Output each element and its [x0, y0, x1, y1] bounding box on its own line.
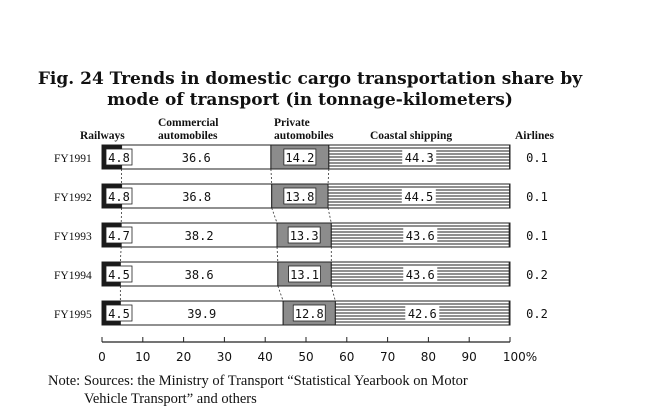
value-label-coastal: 43.6	[406, 268, 435, 282]
value-label-private: 13.1	[290, 268, 319, 282]
value-label-commercial: 38.2	[185, 229, 214, 243]
value-label-airlines: 0.2	[526, 268, 548, 282]
bar-row-fy1991: FY1991 4.8 36.6 14.2 44.3 0.1	[54, 144, 548, 170]
bar-row-fy1994: FY1994 4.5 38.6 13.1 43.6 0.2	[54, 261, 548, 287]
label-box-railways	[105, 148, 133, 166]
bar-row-fy1992: FY1992 4.8 36.8 13.8 44.5 0.1	[54, 183, 548, 209]
value-label-private: 13.3	[290, 229, 319, 243]
value-label-railways: 4.8	[108, 151, 130, 165]
label-box-railways	[105, 187, 133, 205]
value-label-coastal: 44.5	[404, 190, 433, 204]
bar-commercial	[119, 300, 284, 326]
source-note-line1: Note: Sources: the Ministry of Transport…	[48, 373, 468, 389]
x-tick-label: 10	[135, 350, 150, 364]
x-tick-label: 40	[258, 350, 273, 364]
value-label-airlines: 0.1	[526, 151, 548, 165]
value-label-airlines: 0.1	[526, 190, 548, 204]
connector-line	[327, 207, 332, 224]
connector-line	[270, 168, 273, 185]
value-label-airlines: 0.1	[526, 229, 548, 243]
label-box-private	[283, 148, 317, 166]
category-label: FY1992	[54, 192, 92, 204]
value-label-private: 12.8	[295, 307, 324, 321]
x-tick-label: 100%	[503, 350, 537, 364]
chart-title: Fig. 24 Trends in domestic cargo transpo…	[30, 69, 590, 111]
bar-row-fy1995: FY1995 4.5 39.9 12.8 42.6 0.2	[54, 300, 548, 326]
connector-line	[277, 285, 284, 302]
header-railways: Railways	[80, 130, 125, 142]
header-airlines: Airlines	[515, 130, 554, 142]
value-label-railways: 4.8	[108, 190, 130, 204]
category-label: FY1995	[54, 309, 92, 321]
value-label-commercial: 36.8	[182, 190, 211, 204]
header-private-line1: Private	[274, 117, 310, 129]
bar-row-fy1993: FY1993 4.7 38.2 13.3 43.6 0.1	[54, 222, 548, 248]
label-box-coastal	[401, 188, 436, 204]
value-label-private: 14.2	[285, 151, 314, 165]
label-box-private	[283, 187, 317, 205]
label-box-railways	[105, 304, 133, 322]
value-label-private: 13.8	[285, 190, 314, 204]
header-coastal: Coastal shipping	[370, 130, 452, 142]
label-box-coastal	[403, 266, 438, 282]
header-private-line2: automobiles	[274, 130, 334, 142]
connector-line	[119, 246, 122, 263]
x-tick-label: 20	[176, 350, 191, 364]
label-box-coastal	[405, 305, 440, 321]
x-tick-label: 90	[462, 350, 477, 364]
value-label-airlines: 0.2	[526, 307, 548, 321]
value-label-commercial: 36.6	[182, 151, 211, 165]
stacked-bar-chart: RailwaysCommercialautomobilesPrivateauto…	[54, 117, 554, 364]
x-tick-label: 30	[217, 350, 232, 364]
value-label-coastal: 42.6	[408, 307, 437, 321]
value-label-railways: 4.5	[108, 268, 130, 282]
chart-title-line2: mode of transport (in tonnage-kilometers…	[107, 90, 513, 110]
value-label-coastal: 44.3	[405, 151, 434, 165]
label-box-private	[287, 226, 321, 244]
value-label-commercial: 39.9	[187, 307, 216, 321]
x-tick-label: 50	[298, 350, 313, 364]
value-label-railways: 4.5	[108, 307, 130, 321]
bar-commercial	[120, 222, 278, 248]
value-label-commercial: 38.6	[185, 268, 214, 282]
header-commercial-line1: Commercial	[158, 117, 218, 129]
category-label: FY1993	[54, 231, 92, 243]
category-label: FY1994	[54, 270, 92, 282]
label-box-coastal	[403, 227, 438, 243]
label-box-railways	[105, 265, 133, 283]
bar-commercial	[121, 183, 273, 209]
connector-line	[327, 168, 330, 185]
chart-title-line1: Fig. 24 Trends in domestic cargo transpo…	[37, 69, 583, 89]
source-note: Note: Sources: the Ministry of Transport…	[48, 372, 628, 408]
source-note-line2: Vehicle Transport” and others	[84, 391, 257, 407]
label-box-private	[288, 265, 321, 283]
x-tick-label: 70	[380, 350, 395, 364]
label-box-private	[292, 304, 326, 322]
connector-line	[271, 207, 278, 224]
x-tick-label: 60	[339, 350, 354, 364]
category-label: FY1991	[54, 153, 92, 165]
x-tick-label: 80	[421, 350, 436, 364]
connector-line	[276, 246, 279, 263]
label-box-coastal	[402, 149, 437, 165]
label-box-railways	[105, 226, 133, 244]
x-tick-label: 0	[98, 350, 106, 364]
value-label-railways: 4.7	[108, 229, 130, 243]
value-label-coastal: 43.6	[406, 229, 435, 243]
header-commercial-line2: automobiles	[158, 130, 218, 142]
connector-line	[330, 285, 336, 302]
